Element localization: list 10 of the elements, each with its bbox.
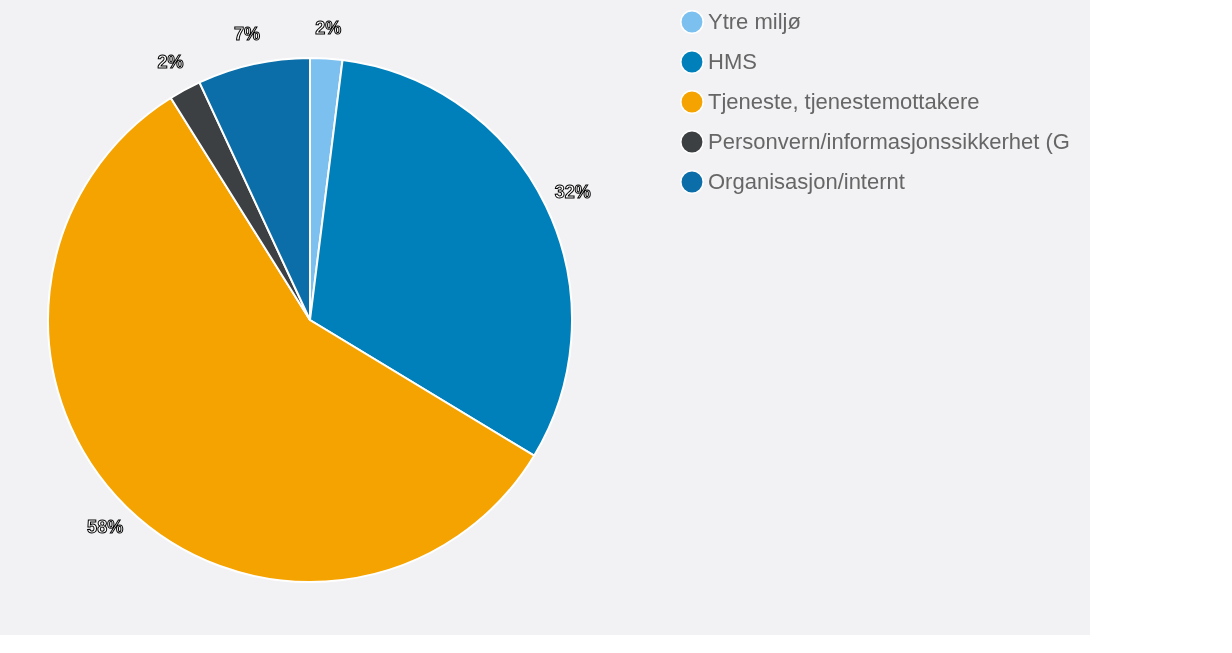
- legend-label: Personvern/informasjonssikkerhet (G: [708, 129, 1070, 154]
- data-label: 7%: [233, 23, 260, 44]
- legend-label: Ytre miljø: [708, 9, 801, 34]
- data-label: 32%: [554, 181, 591, 202]
- data-label: 58%: [87, 517, 124, 538]
- legend-label: Tjeneste, tjenestemottakere: [708, 89, 980, 114]
- legend-label: HMS: [708, 49, 757, 74]
- data-label: 2%: [315, 17, 342, 38]
- legend-label: Organisasjon/internt: [708, 169, 905, 194]
- data-label: 2%: [157, 52, 184, 73]
